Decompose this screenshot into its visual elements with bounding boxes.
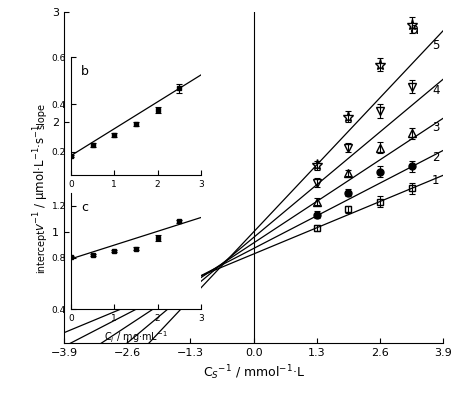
- Text: a: a: [409, 22, 419, 37]
- Text: 4: 4: [432, 84, 440, 97]
- Text: b: b: [81, 65, 89, 78]
- X-axis label: C$_S$$^{-1}$ / mmol$^{-1}$·L: C$_S$$^{-1}$ / mmol$^{-1}$·L: [202, 363, 305, 382]
- X-axis label: C$_i$ / mg·mL$^{-1}$: C$_i$ / mg·mL$^{-1}$: [104, 329, 168, 344]
- Text: 3: 3: [432, 121, 440, 134]
- Text: 2: 2: [432, 151, 440, 164]
- Y-axis label: $v^{-1}$ / μmol·L$^{-1}$·s$^{-1}$: $v^{-1}$ / μmol·L$^{-1}$·s$^{-1}$: [31, 124, 51, 231]
- Text: 5: 5: [432, 39, 440, 52]
- Text: c: c: [81, 201, 88, 214]
- X-axis label: C$_i$ / mg·mL$^{-1}$: C$_i$ / mg·mL$^{-1}$: [104, 195, 168, 210]
- Y-axis label: slope: slope: [36, 103, 46, 129]
- Y-axis label: intercept: intercept: [36, 229, 46, 273]
- Text: 1: 1: [432, 175, 440, 188]
